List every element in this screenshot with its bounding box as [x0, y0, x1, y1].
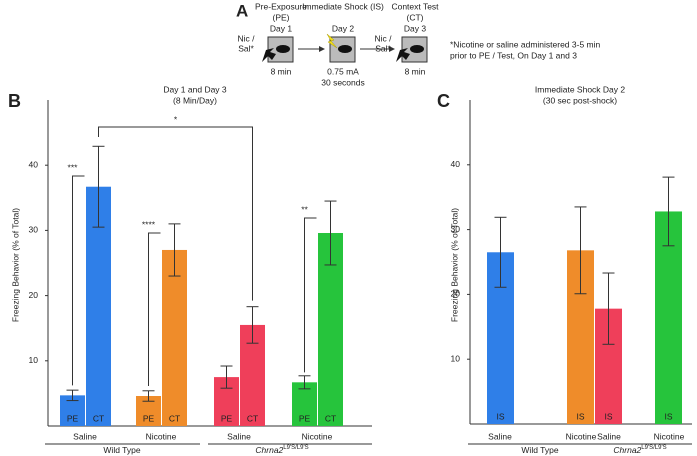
label: Pre-Exposure — [255, 1, 307, 11]
y-tick-label: 30 — [29, 225, 39, 235]
genotype-name: Chrna2 — [613, 445, 641, 455]
group-label: Nicotine — [302, 431, 333, 441]
genotype-sup: L9'S/L9'S — [283, 445, 308, 451]
mouse — [410, 45, 424, 53]
chart-title: Day 1 and Day 3 — [163, 84, 227, 94]
bar-label: IS — [604, 411, 612, 421]
label: 30 seconds — [321, 77, 364, 87]
significance-bracket — [72, 175, 85, 386]
significance-bracket — [98, 126, 253, 301]
group-label: Saline — [597, 431, 621, 441]
genotype-name: Wild Type — [521, 445, 558, 455]
bar-label: IS — [576, 411, 584, 421]
error-bar — [246, 306, 259, 344]
genotype-name: Wild Type — [103, 445, 140, 455]
label: Nic / — [375, 33, 393, 43]
label: Day 2 — [332, 23, 354, 33]
group-label: Nicotine — [654, 431, 685, 441]
significance: **** — [142, 219, 156, 229]
bar-label: PE — [299, 413, 311, 423]
genotype-label: Chrna2L9'S/L9'S — [613, 445, 666, 456]
mouse — [276, 45, 290, 53]
label: Context Test — [391, 1, 439, 11]
arrow-head — [389, 46, 395, 52]
y-tick-label: 20 — [29, 290, 39, 300]
genotype-label: Chrna2L9'S/L9'S — [255, 445, 308, 456]
significance-bracket — [148, 232, 161, 387]
bar-label: PE — [221, 413, 233, 423]
bar — [162, 249, 187, 426]
label: (PE) — [273, 12, 290, 22]
error-bar — [602, 272, 615, 345]
group-label: Nicotine — [566, 431, 597, 441]
bar-label: PE — [143, 413, 155, 423]
error-bar — [142, 390, 155, 402]
error-bar — [220, 365, 233, 389]
y-tick-label: 10 — [29, 355, 39, 365]
label: 8 min — [271, 66, 292, 76]
label: prior to PE / Test, On Day 1 and 3 — [450, 50, 577, 60]
y-axis-label: Freezing Behavior (% of Total) — [449, 208, 459, 322]
y-axis-label: Freezing Behavior (% of Total) — [10, 208, 20, 322]
arrow-head — [319, 46, 325, 52]
genotype-name: Chrna2 — [255, 445, 283, 455]
error-bar — [324, 200, 337, 266]
bar — [292, 382, 317, 426]
group-label: Saline — [73, 431, 97, 441]
group-label: Nicotine — [146, 431, 177, 441]
genotype-label: Wild Type — [103, 445, 140, 455]
label: Nic / — [238, 33, 256, 43]
label: (CT) — [407, 12, 424, 22]
y-tick-label: 30 — [451, 224, 461, 234]
error-bar — [66, 389, 79, 402]
bar-label: CT — [247, 413, 258, 423]
mouse — [338, 45, 352, 53]
genotype-sup: L9'S/L9'S — [641, 445, 666, 451]
group-label: Saline — [227, 431, 251, 441]
label: 0.75 mA — [327, 66, 359, 76]
label: Sal* — [238, 43, 254, 53]
error-bar — [662, 176, 675, 247]
label: *Nicotine or saline administered 3-5 min — [450, 39, 601, 49]
injection-arrow — [262, 48, 276, 62]
bar-label: IS — [496, 411, 504, 421]
error-bar — [494, 216, 507, 288]
bar — [655, 211, 682, 424]
panel-label: A — [236, 1, 248, 20]
significance: ** — [301, 204, 308, 214]
label: Day 1 — [270, 23, 292, 33]
bar-label: IS — [664, 411, 672, 421]
label: Immediate Shock (IS) — [302, 1, 384, 11]
genotype-label: Wild Type — [521, 445, 558, 455]
error-bar — [574, 206, 587, 295]
bar-label: CT — [93, 413, 104, 423]
injection-arrow — [396, 48, 410, 62]
y-tick-label: 40 — [451, 159, 461, 169]
significance: *** — [68, 162, 79, 172]
panel-label: B — [8, 91, 21, 111]
chart-title: (8 Min/Day) — [173, 95, 217, 105]
bar-label: CT — [325, 413, 336, 423]
shock-icon — [326, 33, 338, 49]
y-tick-label: 40 — [29, 159, 39, 169]
group-label: Saline — [488, 431, 512, 441]
panel-a-icons — [262, 33, 428, 63]
label: Day 3 — [404, 23, 426, 33]
bar-label: PE — [67, 413, 79, 423]
chart-title: (30 sec post-shock) — [543, 95, 617, 105]
y-tick-label: 20 — [451, 289, 461, 299]
significance: * — [174, 114, 178, 124]
chart-title: Immediate Shock Day 2 — [535, 84, 626, 94]
error-bar — [298, 375, 311, 390]
y-tick-label: 10 — [451, 353, 461, 363]
panel-label: C — [437, 91, 450, 111]
error-bar — [92, 145, 105, 228]
label: 8 min — [405, 66, 426, 76]
bar-label: CT — [169, 413, 180, 423]
significance-bracket — [304, 217, 317, 373]
error-bar — [168, 223, 181, 277]
label: Sal* — [375, 43, 391, 53]
